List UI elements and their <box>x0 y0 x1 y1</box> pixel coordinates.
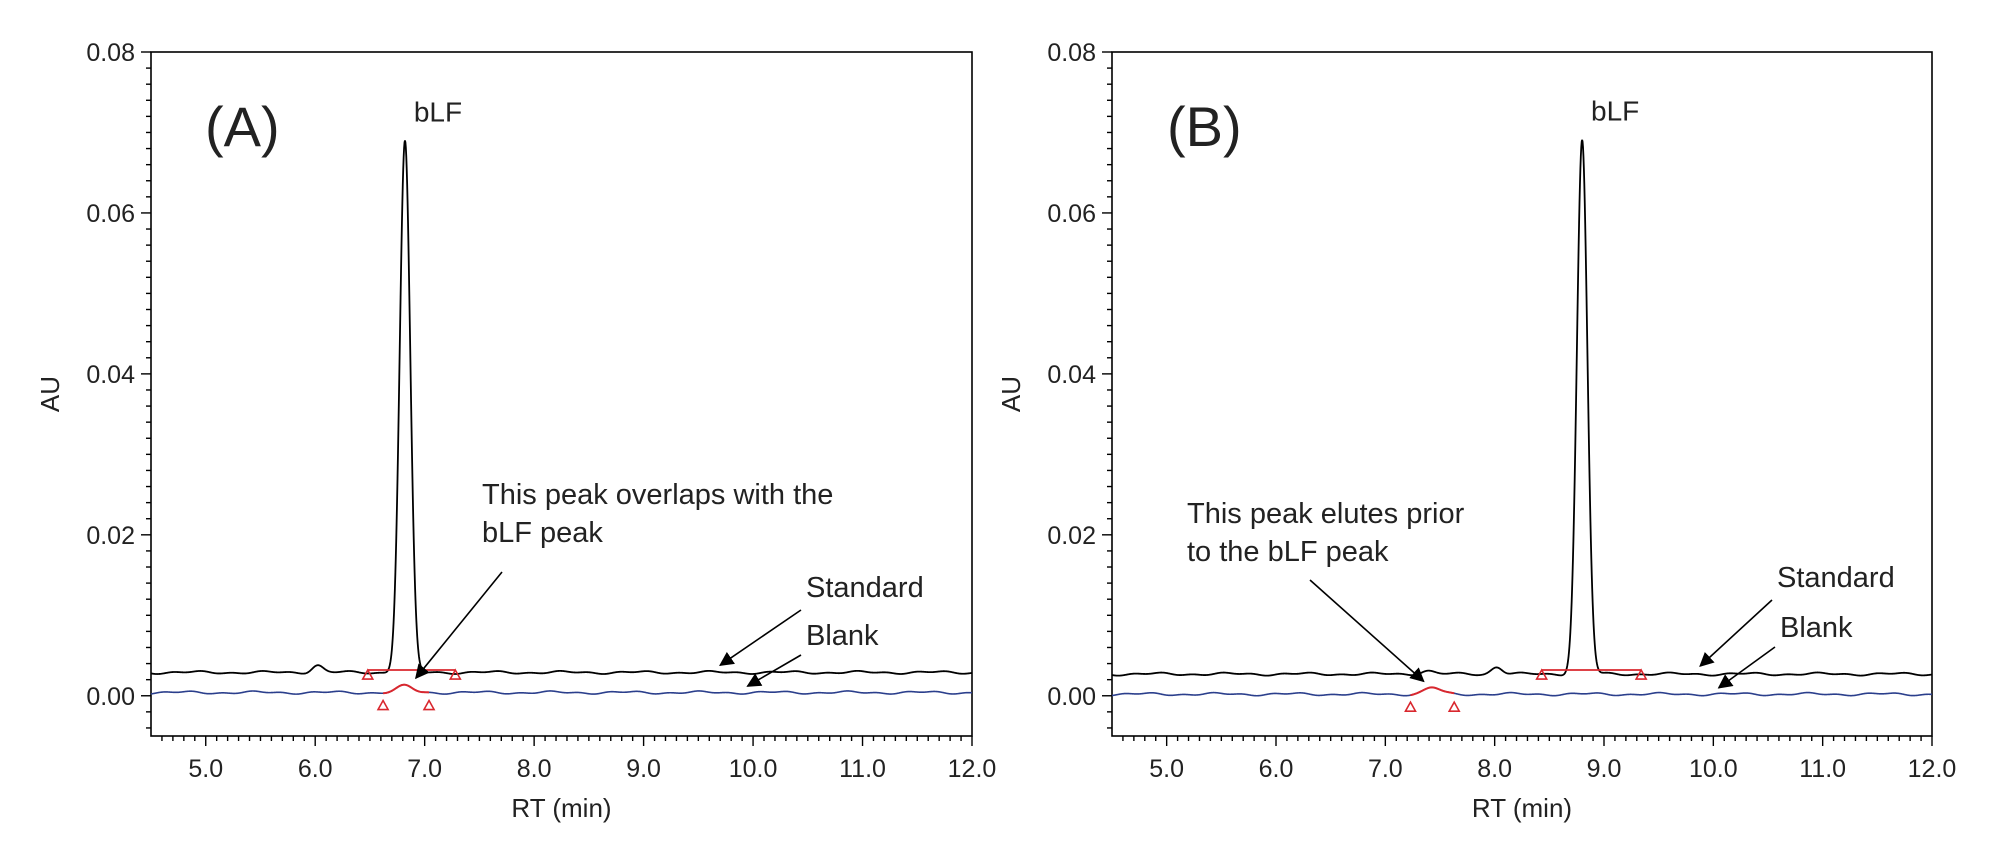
y-tick-label: 0.00 <box>1047 683 1096 711</box>
y-tick-label: 0.08 <box>86 39 135 67</box>
panel-label: (A) <box>205 95 280 158</box>
y-tick-label: 0.08 <box>1047 39 1096 67</box>
blank-integrated-peak <box>382 683 430 695</box>
plot-frame <box>150 51 973 737</box>
blank-trace <box>150 683 973 695</box>
annotation-text: Blank <box>1780 612 1853 644</box>
annotation-arrow <box>1309 579 1425 683</box>
y-axis-label: AU <box>996 376 1026 412</box>
x-tick-label: 12.0 <box>1908 755 1957 783</box>
annotation-arrow <box>415 571 503 680</box>
integration-marker <box>1634 668 1648 680</box>
integration-marker <box>422 698 436 711</box>
annotation-arrow <box>1699 599 1773 667</box>
x-tick-label: 7.0 <box>407 755 442 783</box>
annotation-text: This peak overlaps with the <box>482 479 833 511</box>
x-tick-label: 6.0 <box>298 755 333 783</box>
x-tick-label: 5.0 <box>1149 755 1184 783</box>
x-tick-label: 11.0 <box>839 755 886 783</box>
blank-integrated-peak <box>1410 686 1455 697</box>
standard-trace <box>150 140 973 675</box>
x-tick-label: 9.0 <box>1587 755 1622 783</box>
integration-marker <box>1404 700 1417 712</box>
annotation-arrow <box>1717 646 1776 689</box>
integration-marker <box>448 668 462 680</box>
y-tick-label: 0.00 <box>86 683 135 711</box>
panel-label: (B) <box>1167 95 1242 158</box>
peak-label-blf: bLF <box>1591 96 1639 127</box>
annotation-arrow <box>719 609 802 666</box>
y-tick-label: 0.06 <box>1047 200 1096 228</box>
x-tick-label: 12.0 <box>948 755 997 783</box>
plot-frame <box>1111 51 1933 737</box>
annotation-text: Blank <box>806 620 879 652</box>
y-tick-label: 0.02 <box>1047 522 1096 550</box>
annotation-text: bLF peak <box>482 517 603 549</box>
peak-label-blf: bLF <box>414 96 462 127</box>
blank-trace <box>1111 686 1933 697</box>
standard-trace <box>1111 139 1933 677</box>
x-axis-label: RT (min) <box>1472 793 1572 823</box>
integration-marker <box>361 668 375 680</box>
x-tick-label: 7.0 <box>1368 755 1403 783</box>
y-tick-label: 0.04 <box>86 361 135 389</box>
x-axis-label: RT (min) <box>511 793 611 823</box>
x-tick-label: 10.0 <box>1689 755 1738 783</box>
x-tick-label: 9.0 <box>626 755 661 783</box>
y-tick-label: 0.04 <box>1047 361 1096 389</box>
annotation-text: Standard <box>1777 562 1895 594</box>
annotation-text: to the bLF peak <box>1187 536 1389 568</box>
integration-marker <box>376 698 390 711</box>
annotation-text: Standard <box>806 572 924 604</box>
x-tick-label: 11.0 <box>1799 755 1846 783</box>
panel-b: 0.00 0.02 0.04 0.06 0.08 5.0 6.0 7.0 8.0 9.0 10.0 1… <box>996 39 1956 823</box>
integration-marker <box>1447 700 1461 712</box>
integration-marker <box>1535 668 1549 680</box>
x-tick-label: 6.0 <box>1259 755 1294 783</box>
y-tick-label: 0.06 <box>86 200 135 228</box>
x-tick-label: 10.0 <box>729 755 778 783</box>
x-tick-label: 8.0 <box>517 755 552 783</box>
annotation-text: This peak elutes prior <box>1187 498 1465 530</box>
y-axis-label: AU <box>35 376 65 412</box>
x-tick-label: 8.0 <box>1477 755 1512 783</box>
x-tick-label: 5.0 <box>188 755 223 783</box>
annotation-arrow <box>746 654 802 687</box>
y-tick-label: 0.02 <box>86 522 135 550</box>
panel-a: 0.00 0.02 0.04 0.06 0.08 5.0 6.0 7.0 8.0 9.0 10.0 1… <box>35 39 996 823</box>
